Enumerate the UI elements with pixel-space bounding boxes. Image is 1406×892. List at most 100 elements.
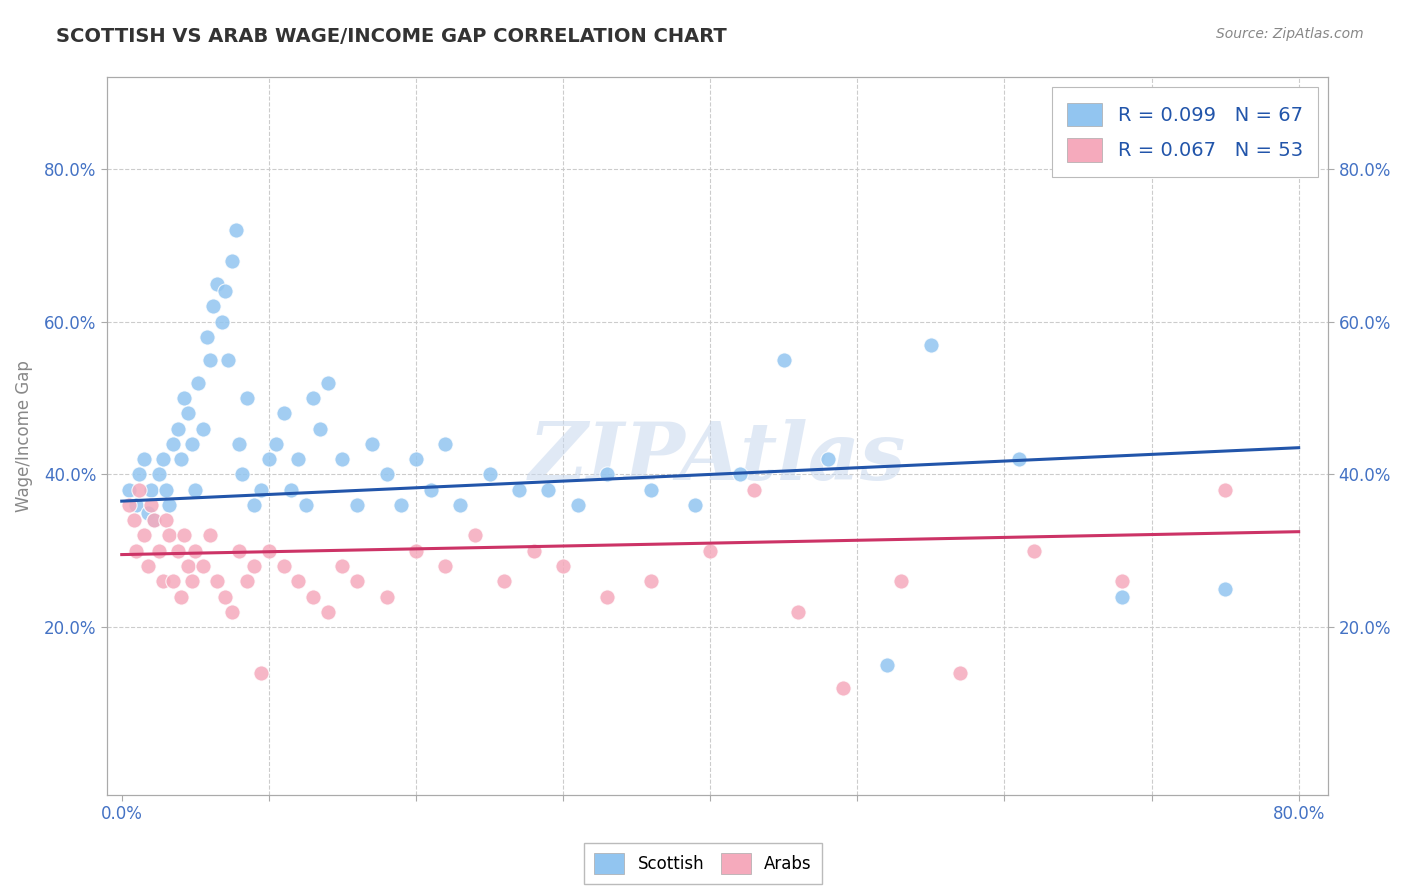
Point [287, 452, 309, 467]
Point [316, 605, 339, 619]
Point [157, 498, 180, 512]
Point [207, 277, 229, 291]
Point [346, 498, 368, 512]
Point [567, 498, 589, 512]
Point [155, 483, 177, 497]
Point [125, 543, 148, 558]
Point [152, 574, 174, 589]
Point [184, 543, 207, 558]
Point [136, 559, 159, 574]
Point [191, 422, 214, 436]
Point [128, 467, 150, 482]
Point [118, 483, 141, 497]
Point [346, 574, 368, 589]
Point [405, 452, 427, 467]
Point [551, 559, 574, 574]
Point [250, 483, 273, 497]
Point [508, 483, 530, 497]
Point [302, 590, 325, 604]
Point [273, 406, 295, 420]
Point [375, 467, 398, 482]
Point [125, 498, 148, 512]
Point [257, 452, 280, 467]
Point [169, 452, 191, 467]
Point [332, 452, 354, 467]
Point [225, 223, 247, 237]
Point [148, 543, 170, 558]
Point [217, 352, 239, 367]
Legend: Scottish, Arabs: Scottish, Arabs [585, 843, 821, 884]
Point [294, 498, 316, 512]
Point [236, 391, 259, 405]
Y-axis label: Wage/Income Gap: Wage/Income Gap [15, 360, 32, 512]
Point [1111, 590, 1133, 604]
Point [166, 422, 188, 436]
Text: Source: ZipAtlas.com: Source: ZipAtlas.com [1216, 27, 1364, 41]
Point [228, 437, 250, 451]
Point [302, 391, 325, 405]
Point [360, 437, 382, 451]
Point [389, 498, 412, 512]
Point [128, 483, 150, 497]
Point [132, 528, 155, 542]
Point [157, 528, 180, 542]
Point [143, 513, 166, 527]
Point [640, 574, 662, 589]
Point [316, 376, 339, 390]
Point [214, 590, 236, 604]
Point [640, 483, 662, 497]
Point [173, 528, 195, 542]
Point [949, 665, 972, 680]
Text: SCOTTISH VS ARAB WAGE/INCOME GAP CORRELATION CHART: SCOTTISH VS ARAB WAGE/INCOME GAP CORRELA… [56, 27, 727, 45]
Point [201, 300, 224, 314]
Point [191, 559, 214, 574]
Point [1008, 452, 1031, 467]
Point [173, 391, 195, 405]
Point [405, 543, 427, 558]
Point [250, 665, 273, 680]
Point [148, 467, 170, 482]
Point [434, 559, 457, 574]
Point [1213, 483, 1236, 497]
Point [537, 483, 560, 497]
Text: ZIPAtlas: ZIPAtlas [529, 419, 907, 497]
Point [169, 590, 191, 604]
Point [434, 437, 457, 451]
Point [132, 452, 155, 467]
Point [214, 284, 236, 298]
Point [817, 452, 839, 467]
Point [221, 253, 243, 268]
Point [184, 483, 207, 497]
Legend: R = 0.099   N = 67, R = 0.067   N = 53: R = 0.099 N = 67, R = 0.067 N = 53 [1052, 87, 1319, 178]
Point [141, 498, 163, 512]
Point [464, 528, 486, 542]
Point [787, 605, 810, 619]
Point [287, 574, 309, 589]
Point [195, 330, 218, 344]
Point [211, 315, 233, 329]
Point [831, 681, 853, 696]
Point [162, 437, 184, 451]
Point [523, 543, 546, 558]
Point [264, 437, 287, 451]
Point [181, 574, 204, 589]
Point [280, 483, 302, 497]
Point [118, 498, 141, 512]
Point [449, 498, 471, 512]
Point [152, 452, 174, 467]
Point [122, 513, 145, 527]
Point [162, 574, 184, 589]
Point [890, 574, 912, 589]
Point [177, 406, 200, 420]
Point [744, 483, 766, 497]
Point [596, 467, 619, 482]
Point [198, 528, 221, 542]
Point [920, 337, 942, 351]
Point [1213, 582, 1236, 596]
Point [136, 506, 159, 520]
Point [332, 559, 354, 574]
Point [181, 437, 204, 451]
Point [699, 543, 721, 558]
Point [228, 543, 250, 558]
Point [419, 483, 441, 497]
